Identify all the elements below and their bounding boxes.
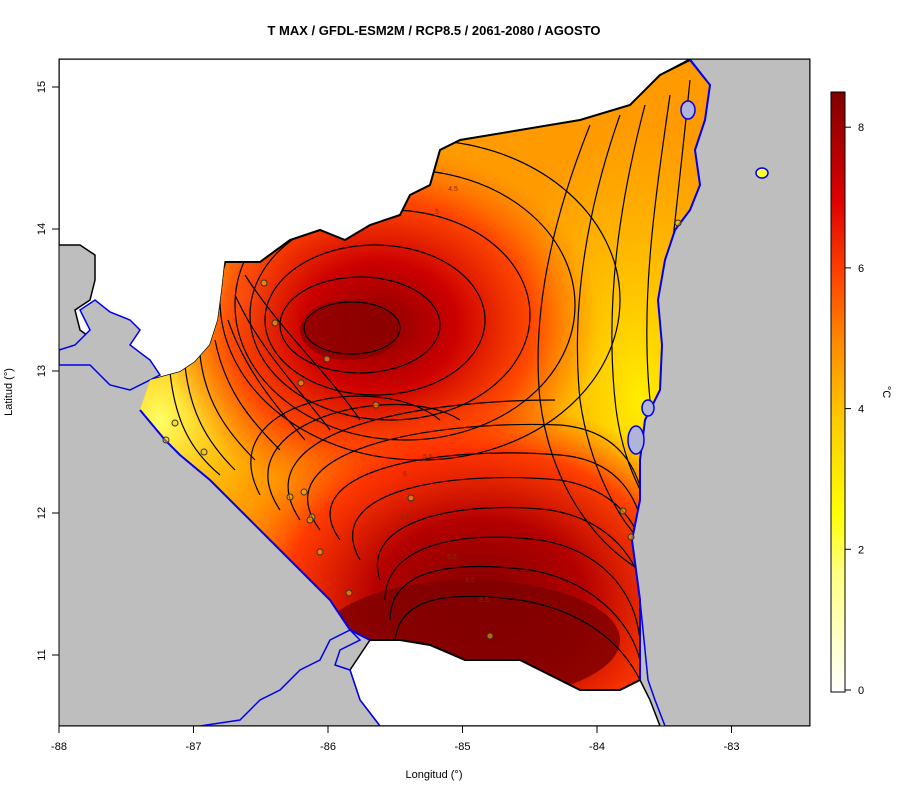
station-markers xyxy=(162,219,682,640)
y-axis-label: Latitud (°) xyxy=(3,368,15,416)
contour-label: 6.5 xyxy=(447,554,457,561)
y-tick-label: 15 xyxy=(36,81,48,93)
caribbean-coastline xyxy=(630,59,712,680)
costa-rica-coast xyxy=(59,629,381,726)
x-axis-label: Longitud (°) xyxy=(406,769,463,781)
x-tick-label: -85 xyxy=(455,741,471,753)
station-marker xyxy=(674,219,682,227)
map-plot-area: 4.5 5 6.5 6 5.5 5.5 6 6.5 6.5 6.5 8.5 xyxy=(59,59,810,726)
contour-label: 5.5 xyxy=(393,379,403,386)
x-tick-label: -86 xyxy=(320,741,336,753)
station-marker xyxy=(306,516,314,524)
contour-label: 6.5 xyxy=(387,275,397,282)
station-marker xyxy=(260,279,268,287)
x-tick-label: -84 xyxy=(589,741,605,753)
station-marker xyxy=(407,494,415,502)
gulf-fonseca xyxy=(59,299,162,391)
contour-label: 6.5 xyxy=(465,577,475,584)
station-marker xyxy=(619,507,627,515)
y-tick-label: 14 xyxy=(36,223,48,235)
station-marker xyxy=(171,419,179,427)
lagoon-wounta xyxy=(641,399,655,417)
station-marker xyxy=(316,548,324,556)
y-tick-label: 13 xyxy=(36,365,48,377)
x-tick-label: -87 xyxy=(186,741,202,753)
station-marker xyxy=(300,488,308,496)
station-marker xyxy=(162,436,170,444)
colorbar-tick-label: 2 xyxy=(858,544,864,556)
station-marker xyxy=(297,379,305,387)
contour-labels: 4.5 5 6.5 6 5.5 5.5 6 6.5 6.5 6.5 8.5 xyxy=(356,186,489,604)
contour-label: 5.5 xyxy=(423,454,433,461)
contour-label: 6 xyxy=(356,369,360,376)
station-marker xyxy=(323,355,331,363)
colorbar-tick-label: 0 xyxy=(858,685,864,697)
southern-border xyxy=(370,639,641,691)
y-tick-label: 11 xyxy=(36,649,48,660)
station-marker xyxy=(271,319,279,327)
contour-label: 4.5 xyxy=(448,186,458,193)
colorbar-tick-label: 8 xyxy=(858,122,864,134)
nicaragua-outline xyxy=(225,59,691,263)
map-title: T MAX / GFDL-ESM2M / RCP8.5 / 2061-2080 … xyxy=(267,23,600,38)
pacific-coastline xyxy=(139,409,371,641)
lagoon-bismuna xyxy=(680,100,696,120)
contour-label: 6 xyxy=(403,471,407,478)
y-axis: 11 12 13 14 15 xyxy=(36,81,59,661)
station-marker xyxy=(372,401,380,409)
x-tick-label: -83 xyxy=(724,741,740,753)
colorbar-tick-label: 6 xyxy=(858,263,864,275)
colorbar-tick-label: 4 xyxy=(858,404,864,416)
station-marker xyxy=(200,448,208,456)
lagoon-perlas xyxy=(627,425,645,455)
colorbar-gradient xyxy=(830,91,846,693)
station-marker xyxy=(286,493,294,501)
colorbar: 0 2 4 6 8 °C xyxy=(830,91,892,697)
station-marker xyxy=(627,533,635,541)
contour-label: 6.5 xyxy=(400,514,410,521)
x-tick-label: -88 xyxy=(51,741,67,753)
colorbar-ticks: 0 2 4 6 8 xyxy=(845,122,864,697)
x-axis: -88 -87 -86 -85 -84 -83 xyxy=(51,725,740,753)
colorbar-unit-label: °C xyxy=(880,386,892,398)
miskito-cays xyxy=(755,167,769,179)
contour-label: 8.5 xyxy=(479,597,489,604)
y-tick-label: 12 xyxy=(36,507,48,519)
station-marker xyxy=(486,632,494,640)
station-marker xyxy=(345,589,353,597)
contour-label: 5 xyxy=(435,209,439,216)
